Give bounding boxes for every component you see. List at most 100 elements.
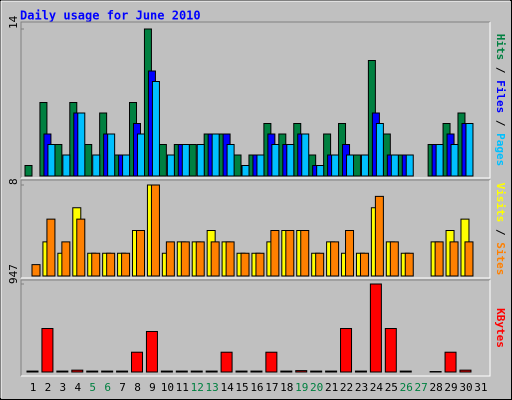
x-tick-label: 19 [295, 381, 308, 394]
legend-entry: Hits [494, 34, 507, 61]
x-tick-label: 15 [235, 381, 248, 394]
bar [449, 241, 459, 277]
legend-entry: Pages [494, 133, 507, 166]
bar [450, 144, 459, 177]
bar [24, 165, 33, 177]
bar [354, 370, 367, 373]
x-tick-label: 2 [45, 381, 52, 394]
bar [86, 370, 99, 373]
bar [41, 328, 54, 373]
bar [310, 370, 323, 373]
bar [280, 370, 293, 373]
legend-entry: KBytes [494, 308, 507, 348]
bar [210, 241, 220, 277]
chart-title: Daily usage for June 2010 [20, 9, 201, 23]
x-tick-label: 20 [310, 381, 323, 394]
bar [92, 154, 101, 177]
legend-separator: / [494, 113, 507, 133]
bar [166, 154, 175, 177]
bar [256, 154, 265, 177]
bar [101, 370, 114, 373]
x-tick-label: 1 [30, 381, 37, 394]
x-tick-label: 28 [429, 381, 442, 394]
bar [91, 252, 101, 277]
bar [181, 144, 190, 177]
bar [195, 241, 205, 277]
bevel [21, 180, 491, 279]
x-tick-label: 23 [355, 381, 368, 394]
bar [158, 144, 167, 177]
bar [151, 81, 160, 177]
x-tick-label: 25 [385, 381, 398, 394]
bevel [20, 179, 490, 278]
bar [61, 241, 71, 277]
plot-area [21, 280, 490, 376]
x-tick-label: 24 [370, 381, 384, 394]
x-tick-label: 9 [149, 381, 156, 394]
bar [340, 328, 353, 373]
bar [137, 133, 146, 177]
bar [352, 154, 361, 177]
x-tick-label: 27 [415, 381, 428, 394]
bevel [21, 280, 491, 377]
bar [390, 154, 399, 177]
bar [226, 144, 235, 177]
bar [56, 370, 69, 373]
bar [62, 154, 71, 177]
x-tick-label: 8 [134, 381, 141, 394]
bar [331, 154, 340, 177]
y-max-label: 14 [7, 15, 20, 29]
bar [369, 283, 382, 373]
bar [131, 351, 144, 373]
x-tick-label: 13 [206, 381, 219, 394]
bar [225, 241, 235, 277]
x-tick-label: 12 [191, 381, 204, 394]
bar [220, 351, 233, 373]
bar [71, 369, 84, 373]
x-tick-label: 26 [400, 381, 413, 394]
bar [241, 165, 250, 177]
bar [116, 370, 129, 373]
bar [265, 351, 278, 373]
bar [233, 154, 242, 177]
legend-entry: Files [494, 80, 507, 113]
bevel [21, 22, 491, 179]
bar [150, 184, 160, 277]
bar [165, 241, 175, 277]
bar [175, 370, 188, 373]
x-tick-label: 6 [104, 381, 111, 394]
bar [316, 165, 325, 177]
bar [31, 264, 41, 277]
bar [359, 252, 369, 277]
bar [285, 230, 295, 277]
bar [399, 370, 412, 373]
bar [270, 230, 280, 277]
bar [255, 252, 265, 277]
x-tick-label: 30 [459, 381, 472, 394]
bar [444, 351, 457, 373]
bar [211, 133, 220, 177]
x-tick-label: 31 [474, 381, 487, 394]
bar [54, 144, 63, 177]
bar [389, 241, 399, 277]
bar [434, 241, 444, 277]
bar [160, 370, 173, 373]
bar [77, 112, 86, 177]
bar [180, 241, 190, 277]
bar [301, 133, 310, 177]
bar [250, 370, 263, 373]
bar [345, 230, 355, 277]
bar [315, 252, 325, 277]
bar [46, 218, 56, 277]
bevel [20, 21, 490, 178]
bar [84, 144, 93, 177]
bar [360, 154, 369, 177]
bar [240, 252, 250, 277]
bar [459, 369, 472, 373]
bar [26, 370, 39, 373]
x-tick-label: 16 [250, 381, 263, 394]
legend: Hits / Files / Pages [494, 34, 507, 167]
bar [205, 370, 218, 373]
x-tick-label: 14 [220, 381, 234, 394]
